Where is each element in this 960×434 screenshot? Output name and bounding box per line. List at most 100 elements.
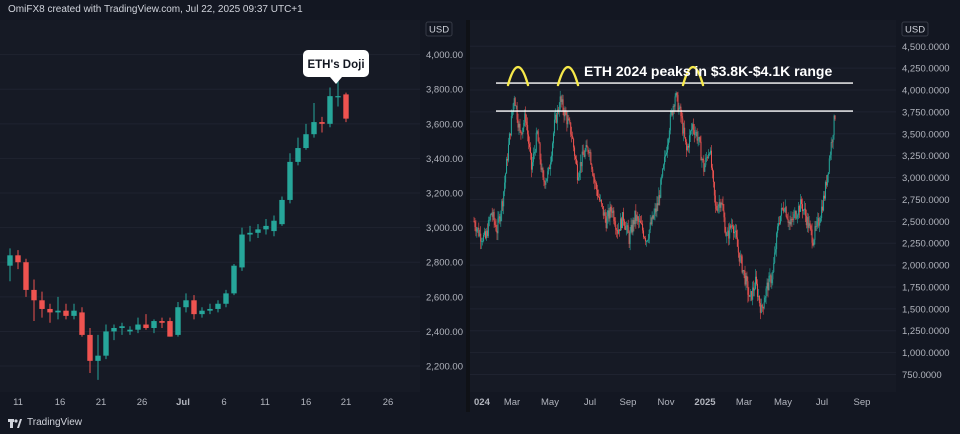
right-candle-body <box>492 212 494 217</box>
right-candle-body <box>735 230 737 238</box>
right-candle-body <box>515 105 517 107</box>
right-candle-body <box>547 171 549 179</box>
tradingview-brand[interactable]: TradingView <box>8 417 82 428</box>
right-candle-body <box>520 130 522 133</box>
left-candle-body <box>231 265 237 294</box>
right-candle-body <box>479 233 481 236</box>
right-chart[interactable]: 4,500.0000 4,250.0000 4,000.0000 3,750.0000… <box>470 20 960 412</box>
doji-callout-label: ETH's Doji <box>307 59 364 71</box>
right-candle-body <box>711 150 713 168</box>
right-candle-body <box>754 288 756 291</box>
right-candle-body <box>826 174 828 186</box>
right-y-tick-label: 2,250.0000 <box>902 239 950 250</box>
right-candle-body <box>619 229 621 231</box>
right-candle-body <box>523 122 525 128</box>
right-candle-body <box>831 142 833 143</box>
left-x-tick-label: 26 <box>137 397 148 408</box>
right-candle-body <box>834 115 836 120</box>
right-candle-body <box>522 127 524 134</box>
right-candle-body <box>684 127 686 138</box>
doji-callout-box <box>303 50 369 77</box>
right-candle-body <box>525 113 527 122</box>
right-candle-body <box>707 157 709 159</box>
right-candle-body <box>481 241 483 243</box>
right-candle-body <box>635 210 637 221</box>
left-chart[interactable]: 4,000.00 3,800.00 3,600.00 3,400.00 3,200.00… <box>0 20 466 412</box>
right-candle-body <box>751 291 753 300</box>
right-candle-body <box>771 279 773 284</box>
right-candle-body <box>689 131 691 136</box>
right-candle-body <box>742 270 744 273</box>
right-candle-body <box>673 106 675 107</box>
right-candle-body <box>758 295 760 304</box>
right-candle-body <box>830 142 832 155</box>
left-candle-body <box>215 303 221 309</box>
doji-callout-pointer <box>330 77 342 84</box>
right-candle-body <box>703 160 705 172</box>
right-candle-body <box>498 216 500 219</box>
right-candle-body <box>653 213 655 219</box>
left-x-tick-label: 26 <box>383 397 394 408</box>
right-candle-body <box>539 143 541 160</box>
right-candle-body <box>491 213 493 217</box>
right-candle-body <box>605 218 607 229</box>
right-x-tick-label: May <box>774 397 792 408</box>
right-candle-body <box>496 230 498 234</box>
right-candle-body <box>505 173 507 183</box>
right-candle-body <box>685 137 687 142</box>
right-candle-body <box>778 223 780 227</box>
right-candle-body <box>609 206 611 219</box>
left-x-tick-label: 21 <box>96 397 107 408</box>
right-candle-body <box>801 204 803 212</box>
right-candle-body <box>666 144 668 153</box>
right-y-tick-label: 2,750.0000 <box>902 195 950 206</box>
right-y-tick-label: 1,250.0000 <box>902 326 950 337</box>
right-candle-body <box>773 262 775 273</box>
right-candle-body <box>489 214 491 220</box>
left-price-axis-bg <box>420 20 466 412</box>
left-candle-body <box>159 321 165 323</box>
left-x-tick-label: 11 <box>260 397 270 408</box>
right-candle-body <box>637 216 639 219</box>
left-candle-body <box>151 321 157 328</box>
right-candle-body <box>646 240 648 242</box>
right-candle-body <box>715 205 717 209</box>
right-candle-body <box>805 215 807 226</box>
right-candle-body <box>552 133 554 144</box>
right-candle-body <box>587 147 589 152</box>
right-candle-body <box>710 150 712 154</box>
right-candle-body <box>721 202 723 204</box>
right-candle-body <box>483 234 485 241</box>
right-candle-body <box>682 118 684 134</box>
right-candle-body <box>632 220 634 233</box>
right-candle-body <box>559 96 561 110</box>
right-candle-body <box>757 295 759 297</box>
left-y-tick-label: 4,000.00 <box>426 50 463 61</box>
right-y-tick-label: 1,500.0000 <box>902 304 950 315</box>
right-candle-body <box>601 203 603 207</box>
right-candle-body <box>610 206 612 212</box>
right-candle-body <box>501 201 503 214</box>
right-candle-body <box>487 220 489 236</box>
right-candle-body <box>659 195 661 198</box>
right-candle-body <box>798 205 800 216</box>
right-candle-body <box>602 206 604 216</box>
left-chart-panel[interactable]: 4,000.00 3,800.00 3,600.00 3,400.00 3,200.00… <box>0 20 466 412</box>
right-candle-body <box>733 226 735 234</box>
right-candle-body <box>717 205 719 211</box>
right-chart-panel[interactable]: 4,500.0000 4,250.0000 4,000.0000 3,750.0000… <box>470 20 960 412</box>
left-y-tick-label: 2,800.00 <box>426 258 463 269</box>
right-candle-body <box>580 162 582 167</box>
right-candle-body <box>668 130 670 140</box>
right-candle-body <box>603 212 605 216</box>
left-y-tick-label: 3,800.00 <box>426 85 463 96</box>
right-candle-body <box>797 215 799 218</box>
right-candle-body <box>594 177 596 183</box>
right-candle-body <box>517 119 519 128</box>
right-candle-body <box>553 119 555 134</box>
left-x-tick-label: 21 <box>341 397 352 408</box>
right-candle-body <box>511 111 513 117</box>
right-candle-body <box>657 203 659 206</box>
right-candle-body <box>691 124 693 130</box>
right-candle-body <box>476 229 478 232</box>
